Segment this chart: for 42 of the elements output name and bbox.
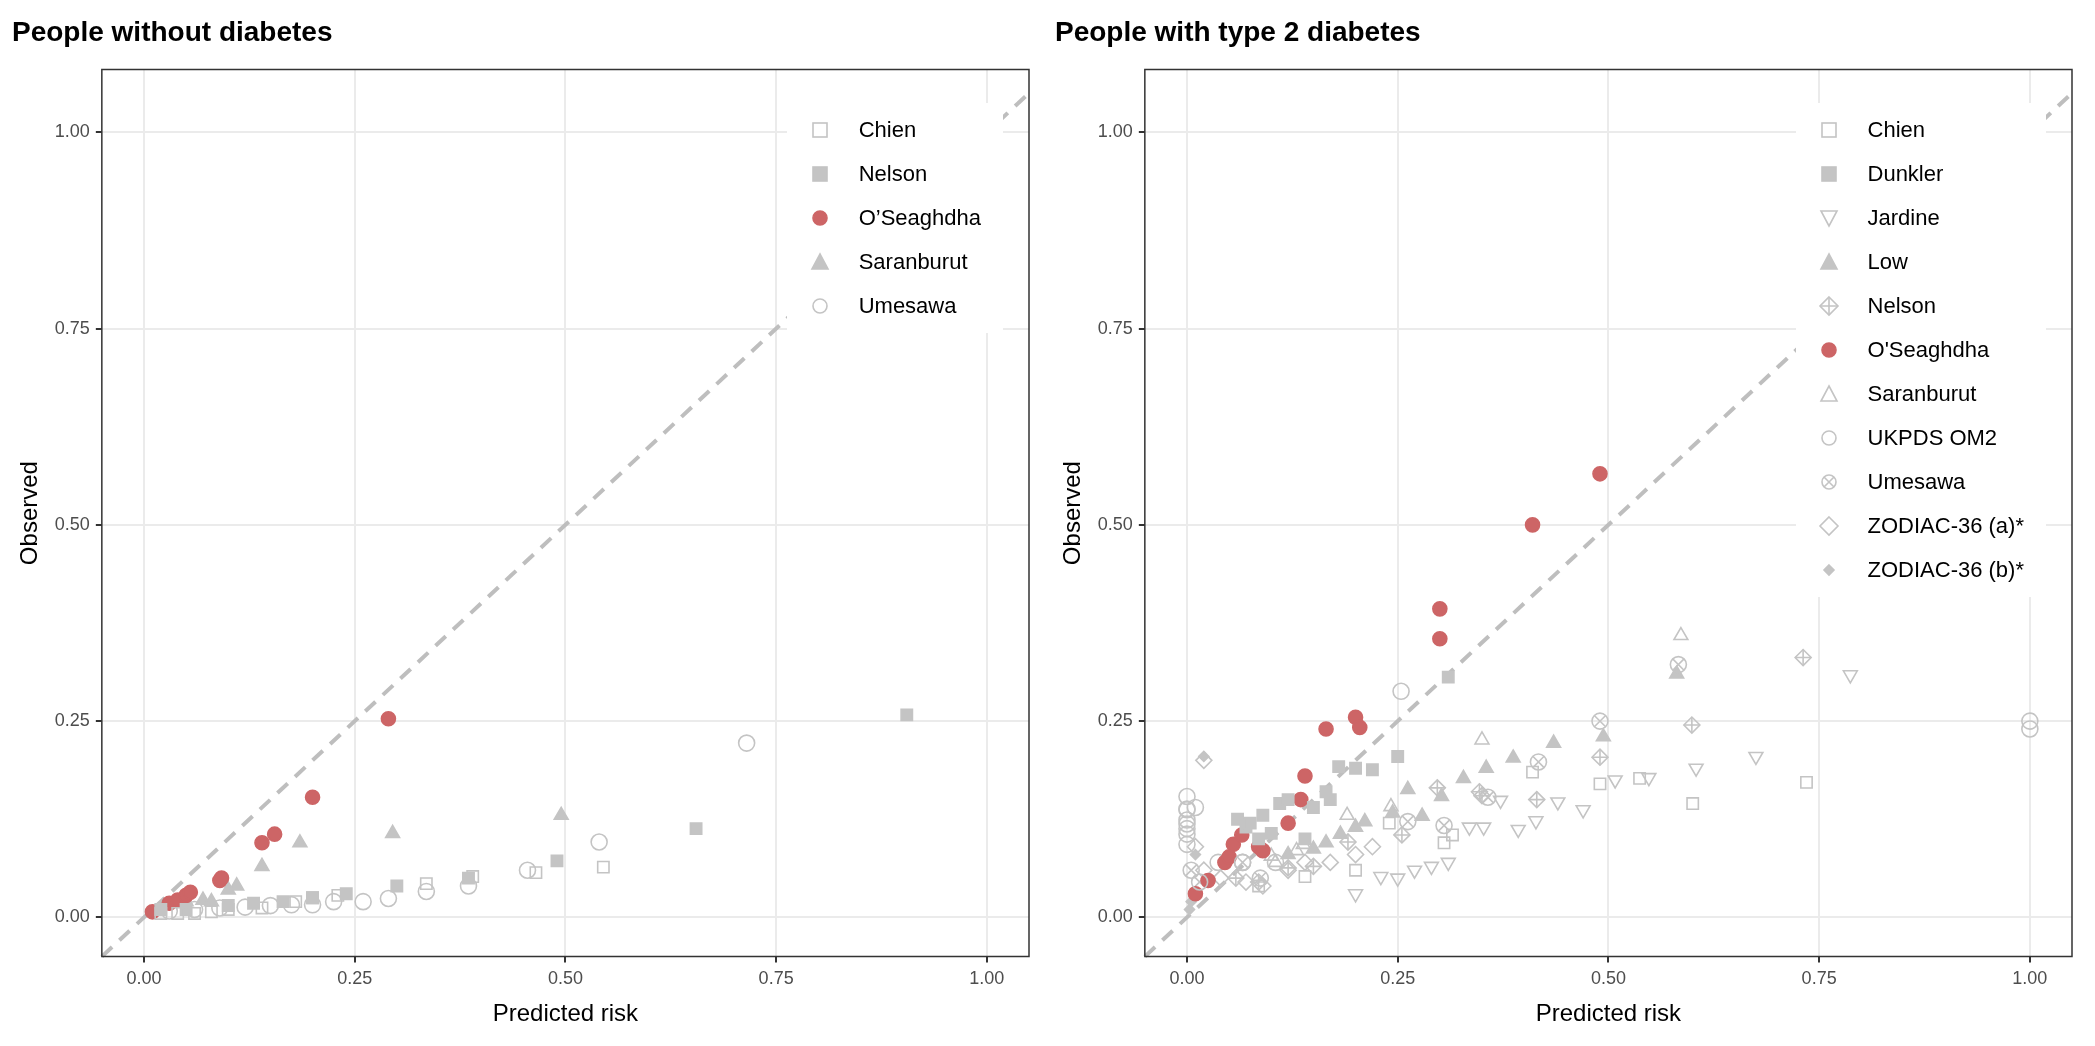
legend-label: Umesawa: [858, 293, 957, 319]
x-tick-label: 0.50: [1590, 968, 1626, 989]
y-tick-label: 1.00: [54, 121, 90, 142]
y-tick-label: 0.25: [1097, 710, 1133, 731]
y-tick-label: 0.00: [54, 906, 90, 927]
chart-title: People without diabetes: [12, 15, 333, 47]
x-tick-label: 0.50: [547, 968, 583, 989]
x-tick-label: 1.00: [2012, 968, 2048, 989]
y-tick-label: 0.25: [54, 710, 90, 731]
legend-label: Chien: [858, 117, 917, 143]
legend-label: UKPDS OM2: [1867, 425, 1998, 451]
y-tick-label: 0.00: [1097, 906, 1133, 927]
legend-label: ZODIAC-36 (b)*: [1867, 557, 2024, 583]
legend-label: ZODIAC-36 (a)*: [1867, 513, 2024, 539]
legend-label: Saranburut: [1867, 381, 1977, 407]
legend-label: Nelson: [858, 161, 928, 187]
legend-label: Low: [1867, 249, 1908, 275]
y-axis-title: Observed: [15, 461, 43, 566]
legend-label: Jardine: [1867, 205, 1940, 231]
x-tick-label: 1.00: [969, 968, 1005, 989]
x-tick-label: 0.25: [337, 968, 373, 989]
legend-label: Dunkler: [1867, 161, 1944, 187]
x-tick-label: 0.00: [126, 968, 162, 989]
legend-label: Chien: [1867, 117, 1925, 143]
legend-label: O’Seaghdha: [858, 205, 981, 231]
x-tick-label: 0.00: [1169, 968, 1205, 989]
legend-label: Nelson: [1867, 293, 1936, 319]
x-axis-title: Predicted risk: [1535, 999, 1683, 1027]
x-tick-label: 0.75: [1801, 968, 1837, 989]
legend-label: O'Seaghdha: [1867, 337, 1990, 363]
y-tick-label: 0.50: [54, 513, 90, 534]
y-tick-label: 0.75: [1097, 317, 1133, 338]
y-axis-title: Observed: [1058, 461, 1086, 566]
y-tick-label: 0.50: [1097, 513, 1133, 534]
x-tick-label: 0.25: [1380, 968, 1416, 989]
x-tick-label: 0.75: [758, 968, 794, 989]
chart-title: People with type 2 diabetes: [1055, 15, 1421, 47]
y-tick-label: 1.00: [1097, 121, 1133, 142]
legend-label: Saranburut: [858, 249, 968, 275]
y-tick-label: 0.75: [54, 317, 90, 338]
x-axis-title: Predicted risk: [492, 999, 640, 1027]
legend-label: Umesawa: [1867, 469, 1966, 495]
